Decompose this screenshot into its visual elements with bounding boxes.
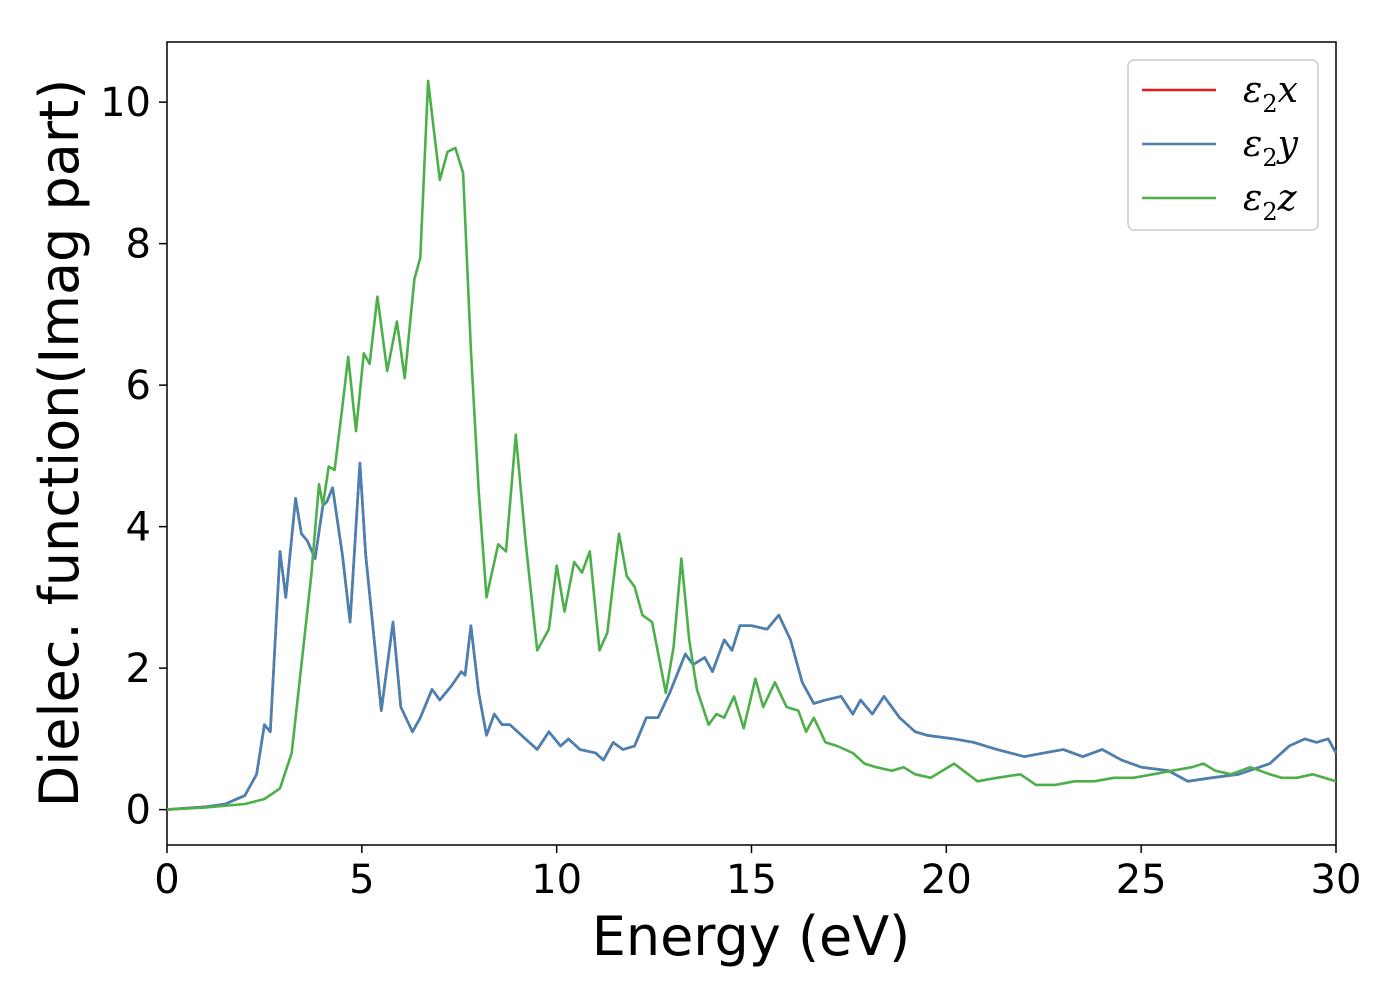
legend-symbol: ε — [1243, 70, 1262, 111]
x-tick-label: 30 — [1311, 857, 1362, 903]
x-tick-label: 5 — [349, 857, 374, 903]
series-line-z — [166, 79, 1337, 811]
legend-symbol: ε — [1243, 124, 1262, 165]
y-tick-label: 2 — [126, 646, 151, 692]
y-axis-title: Dielec. function(Imag part) — [28, 79, 91, 808]
x-axis: 0 5 10 15 20 25 30 — [154, 845, 1361, 903]
x-tick-label: 0 — [154, 857, 179, 903]
legend-component: y — [1276, 124, 1299, 165]
legend-label-y: ε2y — [1243, 124, 1299, 172]
legend-component: z — [1277, 178, 1298, 219]
x-tick-label: 20 — [921, 857, 972, 903]
legend-component: x — [1278, 70, 1298, 111]
x-axis-title: Energy (eV) — [592, 905, 911, 968]
series-line-x — [166, 461, 1338, 811]
x-tick-label: 25 — [1116, 857, 1167, 903]
y-tick-label: 8 — [126, 222, 151, 268]
legend-subscript: 2 — [1262, 198, 1277, 226]
y-tick-label: 4 — [126, 505, 151, 551]
legend-label-z: ε2z — [1243, 178, 1298, 226]
legend-subscript: 2 — [1262, 144, 1277, 172]
series-layer — [166, 79, 1338, 811]
series-line-y — [166, 461, 1338, 811]
y-tick-label: 6 — [126, 363, 151, 409]
x-tick-label: 10 — [531, 857, 582, 903]
legend-box — [1127, 59, 1319, 231]
legend-label-x: ε2x — [1243, 70, 1298, 118]
x-tick-label: 15 — [726, 857, 777, 903]
y-tick-label: 0 — [126, 788, 151, 834]
legend-subscript: 2 — [1262, 90, 1277, 118]
legend-symbol: ε — [1243, 178, 1262, 219]
y-axis: 0 2 4 6 8 10 — [100, 80, 167, 834]
y-tick-label: 10 — [100, 80, 151, 126]
